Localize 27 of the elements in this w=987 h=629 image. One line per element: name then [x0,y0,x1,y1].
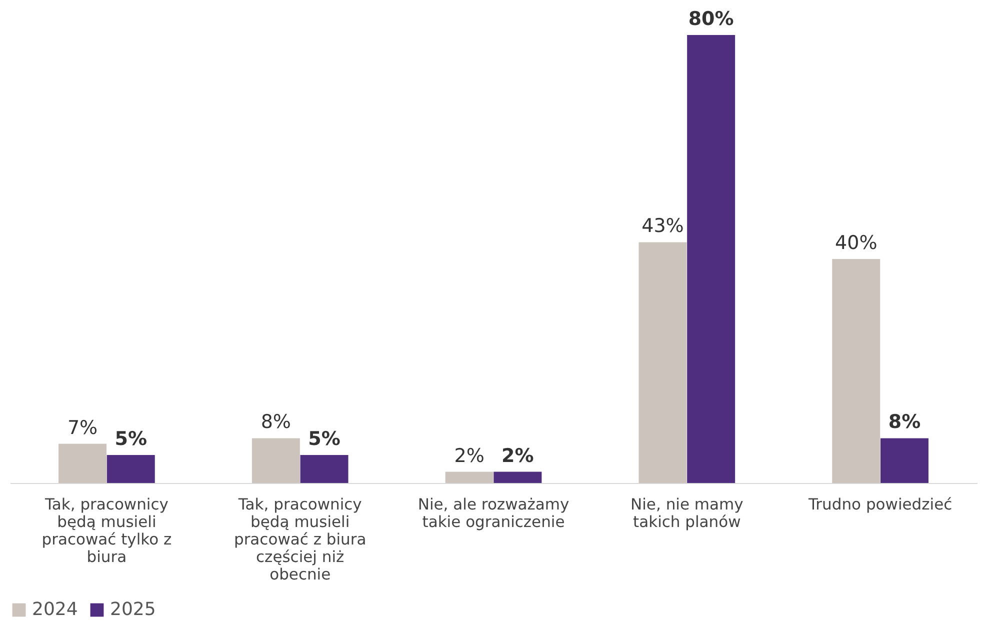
bar [494,472,542,483]
bar [832,259,880,483]
data-label: 43% [642,215,684,238]
bar [252,438,300,483]
data-label: 40% [835,232,878,254]
data-label: 2% [454,444,484,467]
x-tick-label: Trudno powiedzieć [807,496,952,514]
legend-label: 2025 [110,599,156,620]
data-label: 7% [67,416,98,439]
data-label: 5% [308,428,340,450]
data-label: 8% [888,411,921,434]
bar [300,455,348,483]
bar [445,472,494,483]
data-label: 2% [502,444,534,467]
data-label: 5% [114,428,148,450]
data-label: 8% [260,411,292,434]
x-tick-label: Tak, pracownicy będą musieli pracować z biura częściej niż obecnie [234,496,366,584]
data-label: 80% [688,8,734,30]
bar [880,438,928,483]
x-tick-label: Nie, ale rozważamy takie ograniczenie [418,496,570,531]
bar [687,35,736,483]
x-tick-label: Tak, pracownicy będą musieli pracować tylko z biura [42,496,172,566]
bar [106,455,155,483]
x-tick-label: Nie, nie mamy takich planów [630,496,744,531]
bar [638,242,687,483]
legend-label: 2024 [32,599,78,620]
bar [58,444,107,483]
